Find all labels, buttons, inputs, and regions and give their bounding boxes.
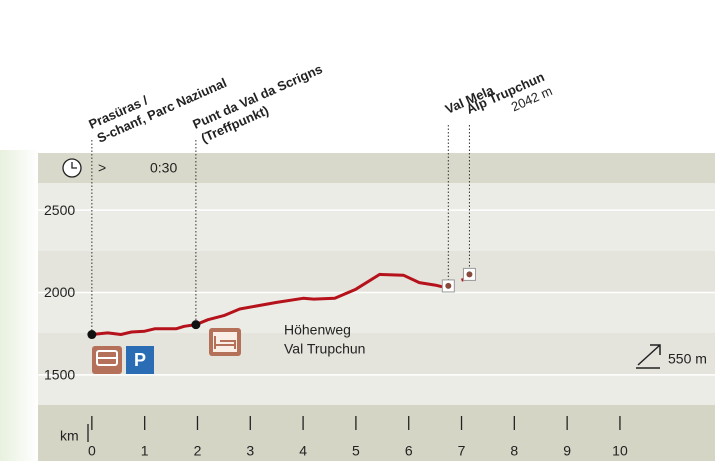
ascent: 550 m — [668, 351, 707, 367]
point-marker — [441, 279, 455, 293]
bus-icon — [92, 346, 122, 374]
x-tick-label: 9 — [563, 443, 571, 459]
route-label: Höhenweg — [284, 322, 351, 338]
x-axis-label: km — [60, 428, 79, 444]
left-shade — [0, 150, 38, 461]
x-tick-label: 6 — [405, 443, 413, 459]
svg-text:P: P — [134, 350, 146, 370]
x-tick-label: 3 — [246, 443, 254, 459]
marker-dot — [445, 282, 452, 289]
point-marker — [191, 320, 201, 330]
marker-dot — [466, 271, 473, 278]
y-tick-label: 2500 — [44, 202, 75, 218]
ascent-arrow — [636, 344, 661, 369]
bed-icon — [209, 328, 241, 356]
x-tick-label: 7 — [458, 443, 466, 459]
x-tick-label: 0 — [88, 443, 96, 459]
x-tick-label: 10 — [612, 443, 628, 459]
y-tick-label: 2000 — [44, 284, 75, 300]
time-band — [38, 153, 715, 183]
x-tick-label: 2 — [194, 443, 202, 459]
time-symbol: > — [98, 160, 106, 176]
x-tick-label: 8 — [510, 443, 518, 459]
x-tick-label: 1 — [141, 443, 149, 459]
point-marker — [87, 330, 97, 340]
km-band — [38, 405, 715, 461]
clock-icon — [62, 158, 82, 178]
y-tick-label: 1500 — [44, 367, 75, 383]
route-label: Val Trupchun — [284, 341, 365, 357]
x-tick-label: 5 — [352, 443, 360, 459]
time-value: 0:30 — [150, 160, 177, 176]
x-tick-label: 4 — [299, 443, 307, 459]
plot-band — [38, 251, 715, 292]
parking-icon: P — [126, 346, 154, 374]
point-marker — [462, 267, 476, 281]
